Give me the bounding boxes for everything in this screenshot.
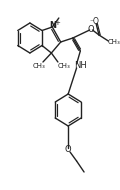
Text: N: N [50, 21, 57, 31]
Text: CH₃: CH₃ [108, 39, 120, 45]
Text: O: O [87, 25, 94, 33]
Text: CH₃: CH₃ [57, 63, 70, 69]
Text: +: + [54, 20, 60, 26]
Text: NH: NH [74, 62, 87, 70]
Text: O: O [65, 146, 72, 154]
Text: ⁻O: ⁻O [89, 17, 99, 25]
Text: CH₃: CH₃ [33, 63, 46, 69]
